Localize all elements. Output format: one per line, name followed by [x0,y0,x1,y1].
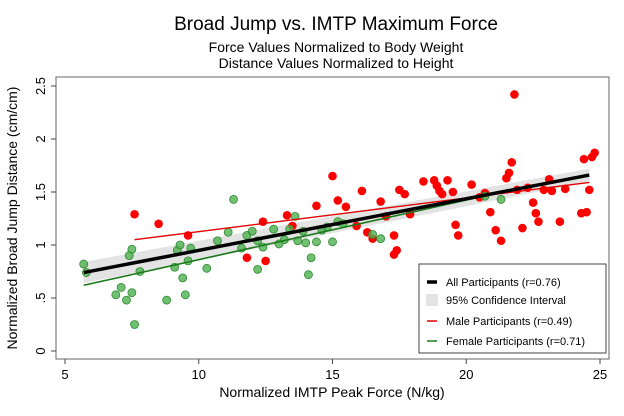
male-data-point [376,197,385,206]
female-fit-line [83,193,494,287]
male-data-point [282,211,292,220]
male-data-point [467,180,476,189]
male-data-point [443,176,452,185]
x-tick-label: 5 [61,367,68,382]
male-data-point [154,219,163,229]
legend-label-ci: 95% Confidence Interval [446,295,566,307]
female-data-point [247,226,257,236]
y-axis-label: Normalized Broad Jump Distance (cm/cm) [4,87,20,350]
female-data-point [301,238,311,248]
female-data-point [229,195,238,204]
female-data-point [116,282,126,292]
axes-layer: 5 10 15 20 25 0 .5 1 1.5 2 2.5 [33,77,607,382]
male-data-point [486,207,495,217]
female-data-point [130,320,139,329]
male-data-point [579,154,589,164]
x-tick-label: 20 [459,367,473,382]
female-data-point [122,295,131,305]
male-data-point [453,231,463,240]
male-data-point [539,185,549,195]
male-data-point [389,231,399,240]
male-data-point [528,198,538,207]
male-data-point [333,196,343,205]
male-data-point [547,186,557,196]
female-data-point [175,240,185,250]
male-data-point [504,168,514,178]
y-tick-label: 1.5 [33,183,48,201]
female-data-point [253,264,263,274]
male-data-point [261,256,270,266]
legend-swatch-ci [426,294,438,306]
female-data-point [304,270,313,280]
y-tick-label: .5 [33,293,48,304]
female-data-point [496,195,506,204]
male-fit-line [134,181,590,241]
female-data-point [127,288,137,298]
male-data-point [357,186,367,196]
chart-subtitle-line-2: Distance Values Normalized to Height [219,55,454,71]
female-data-point [111,290,121,300]
male-data-point [448,187,458,197]
female-data-point [290,211,300,221]
male-data-point [496,236,506,246]
female-data-point [180,290,190,300]
male-data-point [560,184,570,194]
male-data-point [419,177,428,186]
female-data-point [376,234,386,244]
legend-label-female: Female Participants (r=0.71) [446,336,585,348]
male-data-point [534,217,543,226]
female-data-point [202,263,212,273]
male-data-point [130,209,139,219]
male-data-point [341,202,351,212]
male-data-point [312,201,321,211]
male-data-point [437,189,447,199]
female-data-point [306,253,316,263]
female-data-point [213,236,222,246]
y-tick-label: 1 [33,241,48,248]
female-data-point [79,259,89,269]
x-axis-label: Normalized IMTP Peak Force (N/kg) [219,384,444,400]
confidence-band-layer [83,168,590,284]
x-tick-label: 25 [593,367,607,382]
male-data-point [242,253,252,263]
female-data-point [178,273,188,283]
female-data-point [328,237,337,247]
female-data-point [127,244,137,254]
chart-subtitle-line-1: Force Values Normalized to Body Weight [209,39,464,55]
male-data-point [389,250,399,259]
male-data-point [451,220,460,230]
all-participants-fit-line [83,173,590,275]
male-data-point [585,185,594,195]
x-tick-label: 15 [325,367,339,382]
male-data-point [531,208,541,218]
female-data-point [312,237,321,247]
legend: All Participants (r=0.76) 95% Confidence… [418,263,607,354]
confidence-interval-band [83,168,590,284]
female-data-point [223,227,233,237]
x-tick-label: 10 [192,367,206,382]
female-data-point [269,224,279,234]
legend-label-all: All Participants (r=0.76) [446,277,561,289]
female-data-point [162,295,172,305]
chart-title: Broad Jump vs. IMTP Maximum Force [174,14,498,35]
male-data-point [518,223,527,233]
male-data-point [555,217,565,226]
male-data-point [507,158,517,167]
female-data-point [368,229,378,239]
male-data-point [491,225,500,235]
y-tick-label: 0 [33,347,48,354]
male-data-point [258,217,268,226]
male-data-point [328,171,337,181]
male-data-point [582,207,591,217]
legend-label-male: Male Participants (r=0.49) [446,316,572,328]
male-data-point [510,90,519,99]
fit-lines-layer [83,173,590,287]
male-data-point [400,189,410,199]
y-tick-label: 2.5 [33,77,48,95]
y-tick-label: 2 [33,135,48,142]
legend-box [418,263,607,354]
male-data-point [590,148,599,158]
